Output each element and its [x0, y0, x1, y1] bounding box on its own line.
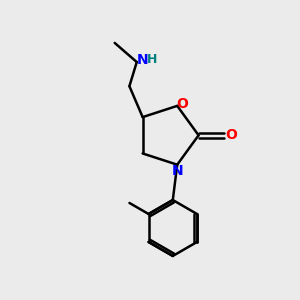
Text: O: O — [177, 98, 188, 111]
Text: N: N — [136, 53, 148, 67]
Text: O: O — [225, 128, 237, 142]
Text: H: H — [147, 53, 157, 66]
Text: N: N — [171, 164, 183, 178]
